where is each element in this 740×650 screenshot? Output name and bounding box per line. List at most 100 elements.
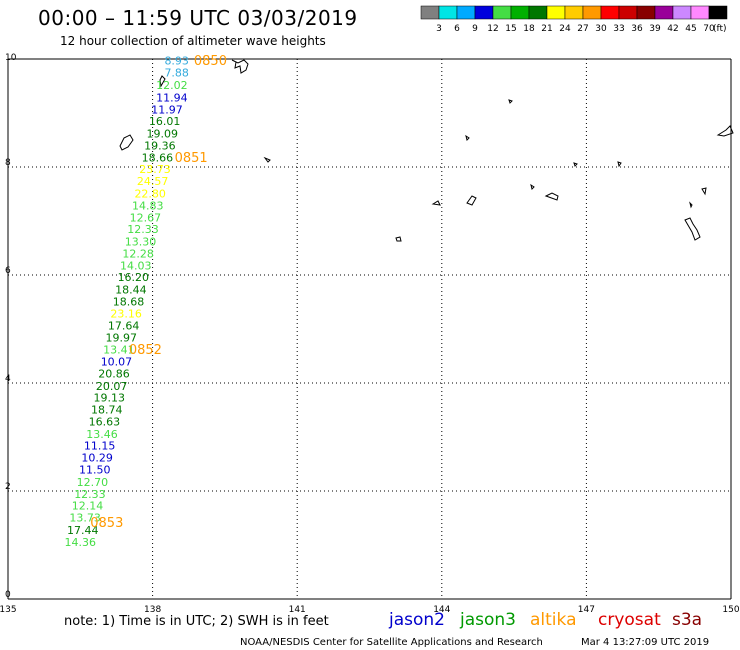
island-outline [119, 134, 134, 151]
swh-value: 13.46 [86, 428, 118, 441]
swh-value: 19.97 [106, 332, 138, 345]
swh-value: 16.01 [149, 115, 181, 128]
legend-swatch [582, 5, 602, 20]
island-outline [395, 236, 402, 242]
swh-value: 23.16 [110, 307, 142, 320]
time-label: 0850 [194, 54, 227, 69]
legend-unit: (ft) [713, 24, 727, 34]
swh-value: 24.57 [137, 175, 169, 188]
satellite-s3a: s3a [672, 610, 702, 630]
legend-swatch [474, 5, 494, 20]
x-tick-label: 147 [578, 605, 595, 615]
island-outline [263, 156, 271, 163]
swh-value: 11.97 [151, 103, 183, 116]
legend-label: 27 [577, 24, 588, 34]
swh-value: 19.13 [93, 392, 125, 405]
swh-value: 13.30 [125, 236, 157, 249]
island-outline [716, 125, 734, 137]
swh-value: 19.09 [146, 128, 178, 141]
swh-value: 10.07 [101, 355, 133, 368]
legend-label: 18 [523, 24, 535, 34]
legend-label: 33 [613, 24, 624, 34]
swh-value: 22.80 [134, 188, 166, 201]
island-outline [530, 183, 535, 190]
satellite-legend: jason2 jason3 altika cryosat s3a [388, 610, 702, 630]
swh-value: 18.44 [115, 284, 147, 297]
time-label: 0853 [90, 516, 123, 531]
satellite-jason3: jason3 [459, 610, 516, 630]
x-tick-label: 138 [144, 605, 161, 615]
time-labels: 0850 0851 0852 0853 [90, 54, 227, 531]
footer-note: note: 1) Time is in UTC; 2) SWH is in fe… [64, 614, 329, 629]
y-tick-label: 0 [5, 590, 11, 600]
satellite-jason2: jason2 [388, 610, 445, 630]
swh-value: 11.94 [156, 91, 188, 104]
legend-swatch [708, 5, 728, 20]
swh-value: 20.07 [96, 380, 128, 393]
time-label: 0852 [129, 343, 162, 358]
swh-value: 16.20 [118, 271, 150, 284]
swh-labels: 8.937.8812.0211.9411.9716.0119.0919.3618… [65, 55, 189, 549]
legend-label: 45 [685, 24, 696, 34]
swh-value: 11.50 [79, 463, 111, 476]
island-outline [544, 192, 559, 201]
legend-label: 42 [667, 24, 678, 34]
island-outline [508, 99, 513, 104]
map-grid: 135 138 141 144 147 150 0 2 4 6 8 10 [0, 53, 740, 615]
island-outline [684, 217, 701, 241]
legend-label: 3 [436, 24, 442, 34]
legend-label: 21 [541, 24, 552, 34]
swh-value: 18.66 [142, 151, 174, 164]
swh-value: 8.93 [164, 55, 189, 68]
page-title: 00:00 – 11:59 UTC 03/03/2019 [38, 6, 358, 30]
island-outline [701, 187, 707, 196]
swh-value: 7.88 [164, 67, 189, 80]
legend-label: 9 [472, 24, 478, 34]
color-legend: 3 6 9 12 15 18 21 24 27 30 33 36 39 42 45 70(ft) [420, 5, 728, 34]
swh-value: 14.03 [120, 259, 152, 272]
x-tick-label: 135 [0, 605, 17, 615]
swh-value: 12.33 [127, 223, 159, 236]
legend-label: 24 [559, 24, 571, 34]
legend-label: 6 [454, 24, 460, 34]
y-tick-label: 6 [5, 266, 11, 276]
legend-label: 36 [631, 24, 643, 34]
legend-swatch [420, 5, 440, 20]
coastline-outlines [119, 59, 734, 242]
x-tick-label: 150 [722, 605, 739, 615]
island-outline [689, 201, 693, 209]
footer-credit: NOAA/NESDIS Center for Satellite Applica… [240, 637, 543, 648]
y-tick-label: 8 [5, 158, 11, 168]
x-tick-label: 141 [289, 605, 306, 615]
legend-label: 12 [487, 24, 498, 34]
legend-label: 15 [505, 24, 516, 34]
legend-swatch [654, 5, 674, 20]
legend-swatch [636, 5, 656, 20]
x-tick-label: 144 [433, 605, 450, 615]
y-tick-label: 2 [5, 482, 11, 492]
legend-swatch [546, 5, 566, 20]
satellite-cryosat: cryosat [598, 610, 661, 630]
swh-value: 11.15 [84, 440, 116, 453]
swh-value: 12.33 [74, 488, 106, 501]
island-outline [466, 195, 477, 206]
swh-value: 12.02 [156, 79, 188, 92]
satellite-altika: altika [530, 610, 577, 630]
legend-label: 70 [703, 24, 715, 34]
island-outline [431, 200, 441, 206]
swh-value: 23.73 [139, 163, 171, 176]
page-subtitle: 12 hour collection of altimeter wave hei… [60, 34, 326, 48]
legend-swatch [672, 5, 692, 20]
swh-value: 12.70 [77, 476, 109, 489]
island-outline [617, 161, 622, 168]
time-label: 0851 [175, 151, 208, 166]
legend-label: 39 [649, 24, 661, 34]
island-outline [465, 134, 470, 141]
island-outline [159, 75, 166, 88]
legend-label: 30 [595, 24, 607, 34]
swh-value: 20.86 [98, 367, 130, 380]
legend-swatch [690, 5, 710, 20]
swh-value: 14.83 [132, 199, 164, 212]
legend-swatch [510, 5, 530, 20]
swh-value: 10.29 [81, 452, 113, 465]
